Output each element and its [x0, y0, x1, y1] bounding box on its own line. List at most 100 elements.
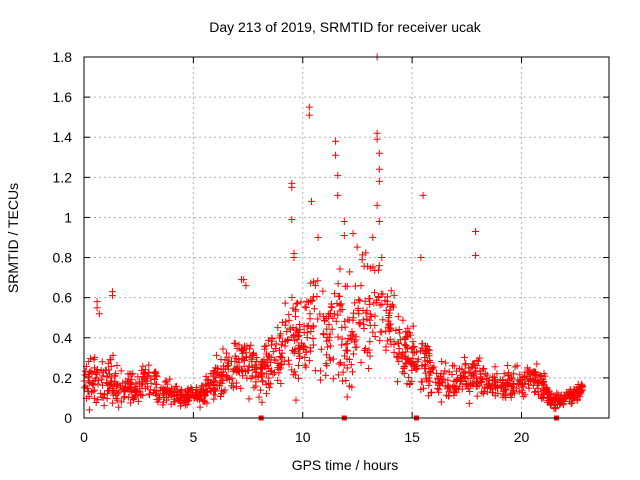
- data-point: [109, 351, 117, 359]
- data-point: [423, 376, 431, 384]
- data-point: [342, 377, 350, 385]
- data-point: [228, 374, 236, 382]
- data-point: [257, 371, 265, 379]
- outlier-point: [308, 197, 315, 205]
- data-point: [329, 314, 337, 322]
- data-point: [279, 338, 287, 346]
- data-point: [302, 304, 310, 312]
- outlier-point: [314, 234, 322, 241]
- data-point: [254, 372, 262, 380]
- data-point: [460, 353, 468, 361]
- data-point: [350, 309, 358, 317]
- data-point: [438, 358, 446, 366]
- data-point: [360, 324, 368, 332]
- data-point: [103, 395, 111, 403]
- data-point: [396, 329, 404, 337]
- data-point: [220, 388, 228, 396]
- data-point: [508, 389, 516, 397]
- data-point: [504, 381, 512, 389]
- data-point: [193, 386, 201, 394]
- data-point: [98, 358, 106, 366]
- data-point: [488, 380, 496, 388]
- data-point: [465, 399, 473, 407]
- data-point: [268, 334, 276, 342]
- data-point: [398, 355, 406, 363]
- data-point: [519, 392, 527, 400]
- data-point: [189, 390, 197, 398]
- data-point: [458, 374, 466, 382]
- data-point: [394, 313, 402, 321]
- data-point: [450, 362, 458, 370]
- outlier-point: [472, 252, 480, 260]
- data-point: [311, 281, 319, 289]
- data-point: [341, 323, 349, 331]
- data-point: [270, 356, 278, 364]
- data-point: [392, 326, 400, 334]
- data-point: [421, 362, 429, 370]
- data-point: [546, 394, 554, 402]
- data-point: [386, 324, 394, 332]
- y-axis-title: SRMTID / TECUs: [5, 183, 21, 293]
- outlier-point: [108, 292, 116, 300]
- data-point: [551, 393, 559, 401]
- chart-title: Day 213 of 2019, SRMTID for receiver uca…: [209, 19, 482, 35]
- data-point: [484, 381, 492, 389]
- data-point: [418, 340, 426, 348]
- data-point: [468, 379, 476, 387]
- data-point: [359, 306, 367, 314]
- outlier-point: [373, 129, 381, 137]
- y-tick-label: 0.8: [53, 250, 73, 266]
- data-point: [295, 362, 303, 370]
- data-point: [263, 358, 271, 366]
- data-point: [519, 389, 527, 397]
- data-point: [375, 262, 383, 270]
- data-point: [475, 357, 483, 365]
- outlier-point: [419, 191, 427, 199]
- data-point: [294, 333, 302, 341]
- data-point: [325, 321, 333, 329]
- data-point: [402, 342, 410, 350]
- data-point: [217, 355, 225, 363]
- data-point: [274, 324, 282, 332]
- data-point: [221, 386, 229, 394]
- outlier-point: [375, 165, 383, 173]
- data-point: [340, 352, 348, 360]
- data-point: [85, 379, 93, 387]
- data-point: [370, 289, 378, 297]
- data-point: [116, 383, 124, 391]
- data-point: [314, 277, 322, 285]
- data-point: [319, 312, 327, 320]
- data-point: [92, 374, 100, 382]
- data-point: [379, 316, 387, 324]
- data-point: [327, 342, 335, 350]
- outlier-point: [373, 135, 381, 143]
- data-point: [331, 290, 339, 298]
- data-point: [167, 386, 175, 394]
- data-point: [399, 316, 407, 324]
- data-point: [557, 399, 565, 407]
- data-point: [271, 369, 279, 377]
- data-point: [262, 390, 270, 398]
- data-point: [334, 371, 342, 379]
- data-point: [117, 398, 125, 406]
- data-point: [209, 378, 217, 386]
- data-point: [349, 331, 357, 339]
- data-point: [184, 393, 192, 401]
- data-point: [107, 362, 115, 370]
- data-point: [111, 372, 119, 380]
- data-point: [354, 304, 362, 312]
- data-point: [307, 279, 315, 287]
- data-point: [152, 369, 160, 377]
- x-tick-label: 15: [404, 429, 420, 445]
- data-point: [395, 326, 403, 334]
- grid-lines: [84, 57, 609, 418]
- outlier-point: [288, 183, 296, 191]
- data-point: [437, 398, 445, 406]
- data-point: [219, 377, 227, 385]
- data-point: [511, 363, 519, 371]
- data-point: [239, 349, 247, 357]
- outlier-point: [288, 215, 296, 223]
- data-point: [427, 389, 435, 397]
- data-point: [141, 384, 149, 392]
